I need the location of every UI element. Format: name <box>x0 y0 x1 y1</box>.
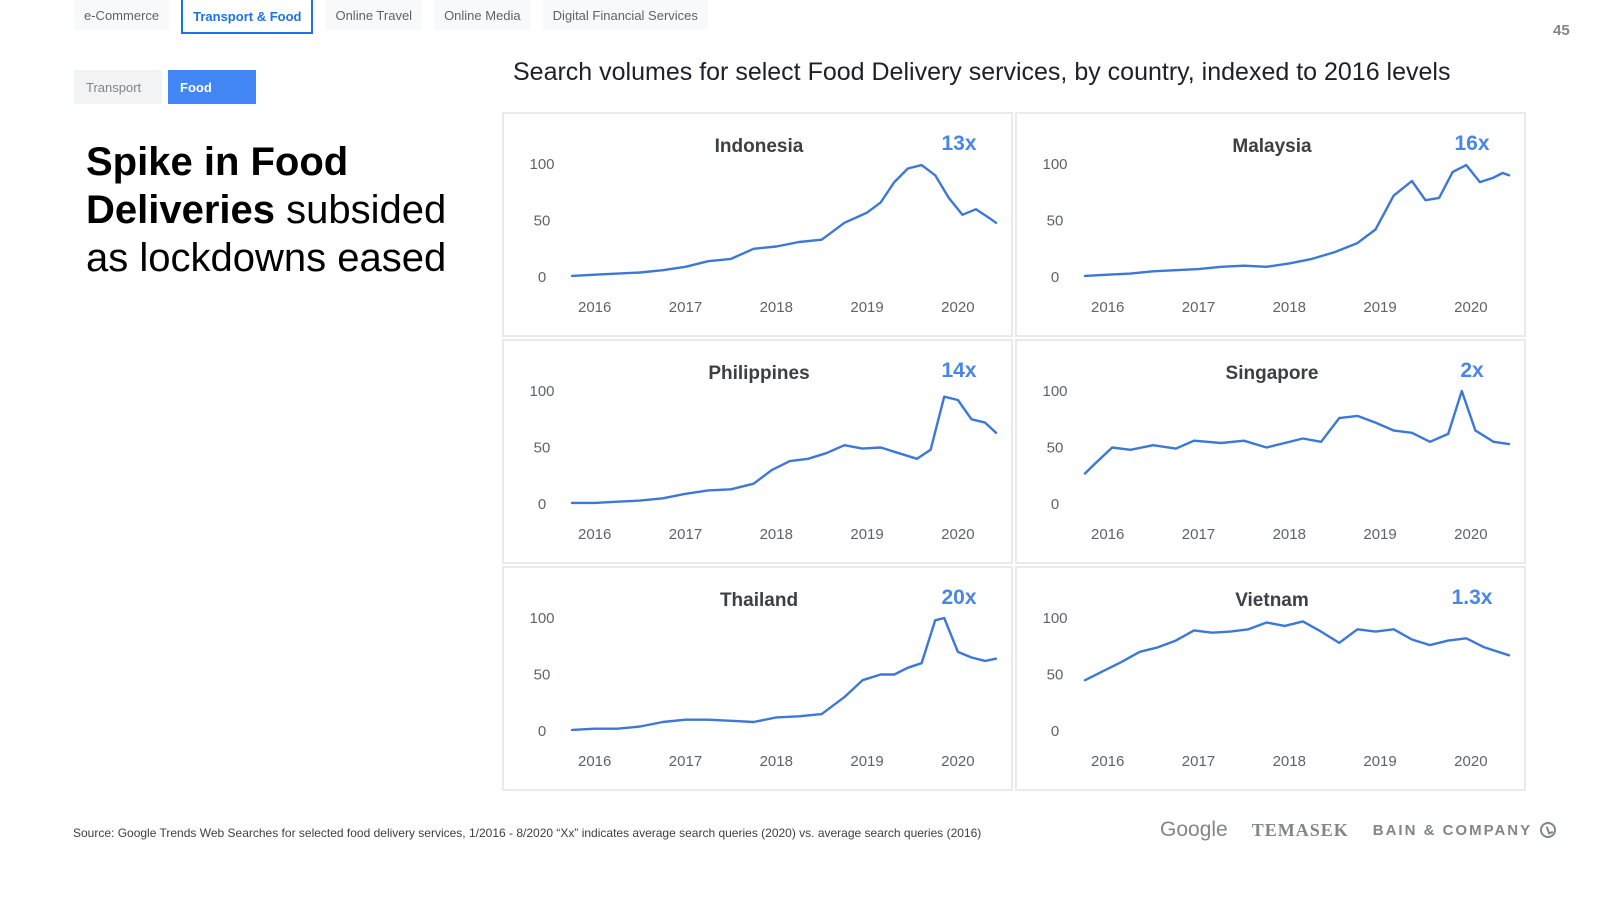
headline: Spike in Food Deliveries subsided as loc… <box>86 138 486 282</box>
series-line-thailand <box>570 616 998 732</box>
x-tick-label: 2018 <box>1273 753 1306 770</box>
chart-svg-vietnam: Vietnam 1.3x 0 50 100 2016 2017 2018 2019 2020 <box>1042 586 1511 770</box>
bain-logo-text: BAIN & COMPANY <box>1372 821 1533 839</box>
y-tick-label: 50 <box>1047 440 1064 457</box>
x-tick-label: 2020 <box>1454 526 1487 543</box>
chart-svg-philippines: Philippines 14x 0 50 100 2016 2017 2018 2019 2020 <box>529 359 998 543</box>
multiplier-label: 2x <box>1460 359 1484 382</box>
y-tick-label: 0 <box>1051 723 1059 740</box>
series-line-malaysia <box>1083 163 1511 278</box>
multiplier-label: 13x <box>941 132 976 155</box>
x-tick-label: 2018 <box>760 753 793 770</box>
chart-svg-malaysia: Malaysia 16x 0 50 100 2016 2017 2018 2019 2020 <box>1042 132 1511 316</box>
x-tick-label: 2020 <box>941 299 974 316</box>
x-tick-label: 2018 <box>760 299 793 316</box>
x-tick-label: 2017 <box>1182 753 1215 770</box>
x-tick-label: 2016 <box>578 753 611 770</box>
y-tick-label: 0 <box>1051 269 1059 286</box>
y-tick-label: 0 <box>538 496 546 513</box>
tab-digital-financial-services[interactable]: Digital Financial Services <box>542 0 708 30</box>
x-tick-label: 2016 <box>578 526 611 543</box>
y-tick-label: 0 <box>538 269 546 286</box>
y-tick-label: 50 <box>534 440 551 457</box>
y-tick-label: 100 <box>529 156 554 173</box>
x-tick-label: 2016 <box>578 299 611 316</box>
multiplier-label: 20x <box>941 586 976 609</box>
x-tick-label: 2019 <box>850 753 883 770</box>
y-tick-label: 100 <box>529 610 554 627</box>
x-tick-label: 2019 <box>1363 526 1396 543</box>
x-tick-label: 2017 <box>669 753 702 770</box>
tab-e-commerce[interactable]: e-Commerce <box>74 0 170 30</box>
top-tab-bar: e-Commerce Transport & Food Online Trave… <box>74 0 720 34</box>
x-tick-label: 2017 <box>1182 299 1215 316</box>
chart-title: Search volumes for select Food Delivery … <box>513 58 1451 86</box>
multiplier-label: 14x <box>941 359 976 382</box>
x-tick-label: 2020 <box>1454 753 1487 770</box>
x-tick-label: 2019 <box>1363 299 1396 316</box>
chart-panel-singapore: Singapore 2x 0 50 100 2016 2017 2018 2019 2020 <box>1015 339 1526 564</box>
x-tick-label: 2017 <box>1182 526 1215 543</box>
y-tick-label: 50 <box>534 213 551 230</box>
x-tick-label: 2019 <box>850 526 883 543</box>
chart-panel-indonesia: Indonesia 13x 0 50 100 2016 2017 2018 2019 2020 <box>502 112 1013 337</box>
subtab-food[interactable]: Food <box>168 70 256 104</box>
headline-bold: Spike in Food Deliveries <box>86 140 349 232</box>
series-line-vietnam <box>1083 620 1511 682</box>
y-tick-label: 100 <box>1042 383 1067 400</box>
headline-rest: subsided as lockdowns eased <box>86 188 447 280</box>
country-label: Malaysia <box>1232 136 1312 157</box>
y-tick-label: 50 <box>1047 667 1064 684</box>
x-tick-label: 2020 <box>1454 299 1487 316</box>
x-tick-label: 2016 <box>1091 299 1124 316</box>
series-line-indonesia <box>570 163 998 278</box>
page-number: 45 <box>1553 22 1570 39</box>
chart-svg-thailand: Thailand 20x 0 50 100 2016 2017 2018 2019 2020 <box>529 586 998 770</box>
country-label: Vietnam <box>1235 590 1309 611</box>
x-tick-label: 2016 <box>1091 526 1124 543</box>
x-tick-label: 2018 <box>1273 299 1306 316</box>
country-label: Singapore <box>1226 363 1319 384</box>
chart-panel-thailand: Thailand 20x 0 50 100 2016 2017 2018 2019 2020 <box>502 566 1013 791</box>
partner-logos: Google TEMASEK BAIN & COMPANY <box>1160 818 1557 842</box>
y-tick-label: 100 <box>1042 610 1067 627</box>
multiplier-label: 1.3x <box>1452 586 1493 609</box>
tab-online-travel[interactable]: Online Travel <box>325 0 423 30</box>
temasek-logo: TEMASEK <box>1251 819 1349 840</box>
bain-logo: BAIN & COMPANY <box>1372 821 1557 839</box>
chart-panel-philippines: Philippines 14x 0 50 100 2016 2017 2018 2019 2020 <box>502 339 1013 564</box>
country-label: Philippines <box>708 363 809 384</box>
x-tick-label: 2017 <box>669 299 702 316</box>
y-tick-label: 0 <box>1051 496 1059 513</box>
bain-mark-icon <box>1540 822 1557 838</box>
y-tick-label: 0 <box>538 723 546 740</box>
subtab-transport[interactable]: Transport <box>74 70 162 104</box>
tab-online-media[interactable]: Online Media <box>434 0 531 30</box>
x-tick-label: 2019 <box>850 299 883 316</box>
multiplier-label: 16x <box>1454 132 1489 155</box>
x-tick-label: 2020 <box>941 526 974 543</box>
series-line-singapore <box>1083 389 1511 475</box>
source-note: Source: Google Trends Web Searches for s… <box>73 826 982 840</box>
tab-transport-food[interactable]: Transport & Food <box>181 0 314 34</box>
y-tick-label: 100 <box>529 383 554 400</box>
x-tick-label: 2016 <box>1091 753 1124 770</box>
chart-panel-malaysia: Malaysia 16x 0 50 100 2016 2017 2018 2019 2020 <box>1015 112 1526 337</box>
x-tick-label: 2018 <box>760 526 793 543</box>
x-tick-label: 2018 <box>1273 526 1306 543</box>
y-tick-label: 50 <box>1047 213 1064 230</box>
y-tick-label: 50 <box>534 667 551 684</box>
sub-tab-bar: Transport Food <box>74 70 262 104</box>
x-tick-label: 2020 <box>941 753 974 770</box>
country-label: Thailand <box>720 590 798 611</box>
series-line-philippines <box>570 395 998 505</box>
chart-svg-singapore: Singapore 2x 0 50 100 2016 2017 2018 2019 2020 <box>1042 359 1511 543</box>
google-logo: Google <box>1160 818 1228 841</box>
country-label: Indonesia <box>715 136 804 157</box>
chart-panel-vietnam: Vietnam 1.3x 0 50 100 2016 2017 2018 2019 2020 <box>1015 566 1526 791</box>
chart-svg-indonesia: Indonesia 13x 0 50 100 2016 2017 2018 2019 2020 <box>529 132 998 316</box>
x-tick-label: 2019 <box>1363 753 1396 770</box>
x-tick-label: 2017 <box>669 526 702 543</box>
y-tick-label: 100 <box>1042 156 1067 173</box>
